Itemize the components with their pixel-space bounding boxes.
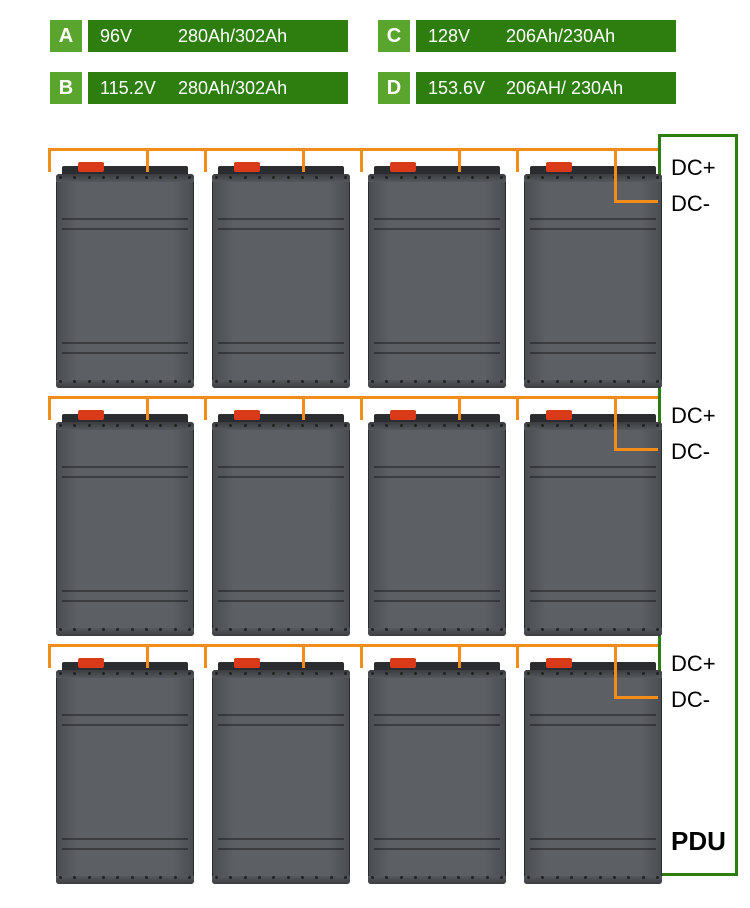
battery-module [212,410,350,636]
wire-segment [146,644,149,668]
spec-A: A 96V 280Ah/302Ah [50,20,348,52]
spec-box-B: 115.2V 280Ah/302Ah [88,72,348,104]
wire-segment [302,148,360,151]
battery-module [524,162,662,388]
pdu-terminal-3-pos: DC+ [671,651,716,677]
wire-segment [146,148,204,151]
wire-segment [614,416,617,448]
wire-segment [614,664,617,696]
spec-capacity-D: 206AH/ 230Ah [506,78,623,99]
battery-module [368,658,506,884]
wire-segment [302,396,305,420]
wire-segment [614,696,658,699]
pdu-title: PDU [671,826,726,857]
battery-module [212,658,350,884]
spec-D: D 153.6V 206AH/ 230Ah [378,72,676,104]
pdu-terminal-2-neg: DC- [671,439,710,465]
battery-module [212,162,350,388]
wire-segment [458,396,461,420]
battery-module [56,410,194,636]
pdu-box: DC+ DC- DC+ DC- DC+ DC- PDU [658,134,738,876]
battery-module [56,162,194,388]
pdu-terminal-1-neg: DC- [671,191,710,217]
spec-letter-A: A [50,20,82,52]
wire-segment [458,148,516,151]
battery-module [368,162,506,388]
battery-module [524,410,662,636]
spec-capacity-B: 280Ah/302Ah [178,78,287,99]
wire-segment [204,644,207,668]
pdu-terminal-1-pos: DC+ [671,155,716,181]
wire-segment [458,148,461,172]
spec-letter-D: D [378,72,410,104]
wire-segment [302,644,360,647]
spec-box-A: 96V 280Ah/302Ah [88,20,348,52]
wire-segment [458,644,461,668]
wire-segment [146,644,204,647]
wire-segment [146,396,149,420]
spec-C: C 128V 206Ah/230Ah [378,20,676,52]
spec-box-D: 153.6V 206AH/ 230Ah [416,72,676,104]
wire-segment [302,148,305,172]
spec-letter-B: B [50,72,82,104]
wire-segment [516,396,519,420]
wire-segment [614,200,658,203]
spec-row-1: A 96V 280Ah/302Ah C 128V 206Ah/230Ah [0,20,750,52]
wire-segment [614,168,617,200]
wire-segment [48,396,51,420]
wire-segment [48,644,51,668]
wire-segment [204,396,207,420]
spec-B: B 115.2V 280Ah/302Ah [50,72,348,104]
wire-segment [360,396,363,420]
spec-capacity-C: 206Ah/230Ah [506,26,615,47]
spec-row-2: B 115.2V 280Ah/302Ah D 153.6V 206AH/ 230… [0,72,750,104]
battery-module [368,410,506,636]
battery-row [56,658,662,884]
spec-capacity-A: 280Ah/302Ah [178,26,287,47]
wire-segment [458,644,516,647]
battery-row [56,162,662,388]
wire-segment [516,148,519,172]
wire-segment [302,644,305,668]
wire-segment [458,396,516,399]
wire-segment [302,396,360,399]
battery-module [56,658,194,884]
spec-voltage-C: 128V [428,26,506,47]
pdu-terminal-3-neg: DC- [671,687,710,713]
spec-voltage-D: 153.6V [428,78,506,99]
wire-segment [48,148,51,172]
wire-segment [204,148,207,172]
wire-segment [360,644,363,668]
wire-segment [614,448,658,451]
pdu-terminal-2-pos: DC+ [671,403,716,429]
battery-module [524,658,662,884]
spec-box-C: 128V 206Ah/230Ah [416,20,676,52]
spec-voltage-B: 115.2V [100,78,178,99]
battery-row [56,410,662,636]
wire-segment [516,644,519,668]
wire-segment [146,396,204,399]
wire-segment [146,148,149,172]
spec-voltage-A: 96V [100,26,178,47]
spec-letter-C: C [378,20,410,52]
wire-segment [360,148,363,172]
